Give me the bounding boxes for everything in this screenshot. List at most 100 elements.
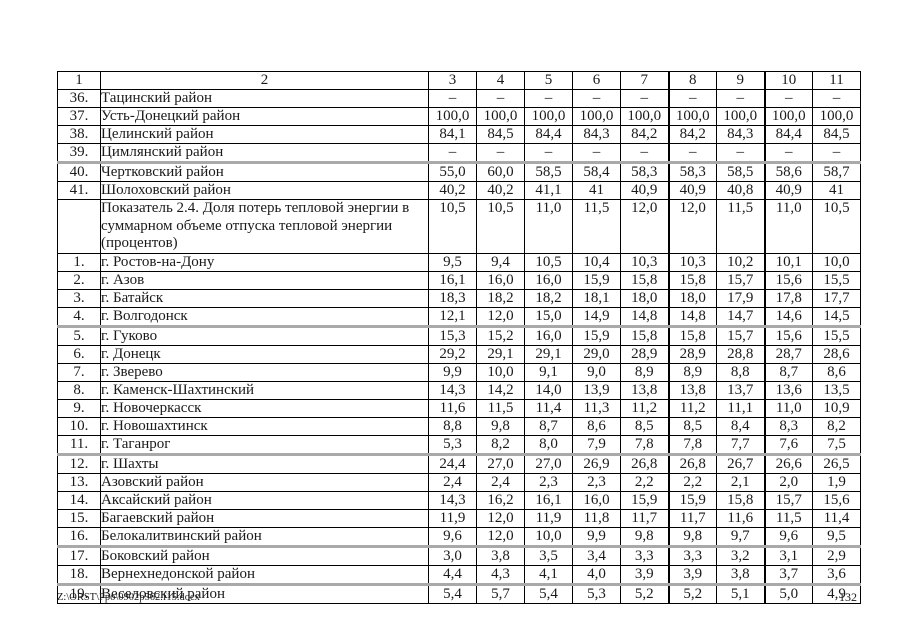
value-cell: 58,7 — [812, 161, 861, 182]
value-cell: 3,9 — [667, 565, 717, 585]
column-header-cell: 10 — [763, 71, 813, 90]
value-cell: 11,2 — [667, 399, 717, 418]
row-name-cell: Азовский район — [100, 473, 429, 492]
value-cell: 10,5 — [428, 199, 477, 254]
row-name-cell: Цимлянский район — [100, 143, 429, 163]
table-header-row: 1 2 3 4 5 6 7 8 9 10 11 — [57, 71, 861, 90]
value-cell: 11,4 — [812, 509, 861, 528]
value-cell: 9,8 — [476, 417, 525, 436]
value-cell: 84,5 — [812, 125, 861, 144]
page-number: 132 — [839, 590, 857, 604]
value-cell: 5,2 — [667, 583, 717, 604]
value-cell: 29,2 — [428, 345, 477, 364]
value-cell: 4,0 — [572, 565, 621, 585]
table-row: 7. г. Зверево 9,9 10,0 9,1 9,0 8,9 8,9 8,8 8,7 8,6 — [57, 363, 861, 382]
row-name-cell: Белокалитвинский район — [100, 527, 429, 547]
table-row: 9. г. Новочеркасск 11,6 11,5 11,4 11,3 11,2 11,… — [57, 399, 861, 418]
value-cell: 15,8 — [667, 271, 717, 290]
value-cell: 13,8 — [620, 381, 669, 400]
table-row: 16. Белокалитвинский район 9,6 12,0 10,0 9,9 9… — [57, 527, 861, 547]
value-cell: 26,9 — [572, 453, 621, 474]
row-number-cell: 18. — [57, 565, 101, 585]
value-cell: 14,2 — [476, 381, 525, 400]
value-cell: 5,1 — [716, 583, 765, 604]
row-name-cell: Показатель 2.4. Доля потерь тепловой эне… — [100, 199, 429, 254]
value-cell: 18,2 — [524, 289, 573, 308]
value-cell: 28,7 — [763, 345, 813, 364]
value-cell: – — [428, 143, 477, 163]
value-cell: 84,4 — [763, 125, 813, 144]
value-cell: 8,8 — [716, 363, 765, 382]
row-number-cell: 14. — [57, 491, 101, 510]
table-row: 12. г. Шахты 24,4 27,0 27,0 26,9 26,8 26,8 26,7 2… — [57, 453, 861, 474]
value-cell: 10,4 — [572, 253, 621, 272]
value-cell: 16,2 — [476, 491, 525, 510]
value-cell: 15,8 — [667, 325, 717, 346]
row-number-cell: 4. — [57, 307, 101, 327]
value-cell: 9,5 — [812, 527, 861, 547]
row-name-cell: г. Донецк — [100, 345, 429, 364]
value-cell: 11,6 — [716, 509, 765, 528]
value-cell: – — [572, 143, 621, 163]
value-cell: 55,0 — [428, 161, 477, 182]
table-row: 37. Усть-Донецкий район 100,0 100,0 100,0 100… — [57, 107, 861, 126]
value-cell: 100,0 — [572, 107, 621, 126]
value-cell: 16,0 — [572, 491, 621, 510]
value-cell: 84,1 — [428, 125, 477, 144]
value-cell: 7,8 — [620, 435, 669, 455]
table-row: 18. Вернехнедонской район 4,4 4,3 4,1 4,0 3,9 3… — [57, 565, 861, 585]
row-number-cell: 40. — [57, 161, 101, 182]
value-cell: 8,8 — [428, 417, 477, 436]
value-cell: 7,9 — [572, 435, 621, 455]
column-header-cell: 9 — [716, 71, 765, 90]
column-header-cell: 2 — [100, 71, 429, 90]
row-name-cell: Чертковский район — [100, 161, 429, 182]
value-cell: 15,5 — [812, 325, 861, 346]
value-cell: 27,0 — [524, 453, 573, 474]
row-name-cell: Аксайский район — [100, 491, 429, 510]
table-row: Показатель 2.4. Доля потерь тепловой эне… — [57, 199, 861, 254]
row-number-cell — [57, 199, 101, 254]
value-cell: 14,6 — [763, 307, 813, 327]
value-cell: 2,3 — [572, 473, 621, 492]
table-row: 11. г. Таганрог 5,3 8,2 8,0 7,9 7,8 7,8 7,7 7,6 7,… — [57, 435, 861, 455]
value-cell: 11,5 — [476, 399, 525, 418]
value-cell: 2,2 — [667, 473, 717, 492]
value-cell: 24,4 — [428, 453, 477, 474]
value-cell: 11,5 — [716, 199, 765, 254]
table-row: 39. Цимлянский район – – – – – – – – – — [57, 143, 861, 163]
row-number-cell: 2. — [57, 271, 101, 290]
value-cell: 2,4 — [428, 473, 477, 492]
value-cell: 11,0 — [763, 199, 813, 254]
value-cell: 11,0 — [524, 199, 573, 254]
value-cell: 11,5 — [763, 509, 813, 528]
value-cell: 84,3 — [716, 125, 765, 144]
value-cell: 28,6 — [812, 345, 861, 364]
value-cell: 7,5 — [812, 435, 861, 455]
value-cell: 15,6 — [812, 491, 861, 510]
row-number-cell: 37. — [57, 107, 101, 126]
row-name-cell: г. Новочеркасск — [100, 399, 429, 418]
value-cell: – — [572, 89, 621, 108]
value-cell: – — [428, 89, 477, 108]
footer-file-path: Z:\ORST\Ppo\0902p562.f15.docx — [57, 592, 200, 603]
value-cell: 8,0 — [524, 435, 573, 455]
row-number-cell: 10. — [57, 417, 101, 436]
value-cell: 4,9 — [812, 583, 861, 604]
value-cell: 4,1 — [524, 565, 573, 585]
value-cell: 100,0 — [524, 107, 573, 126]
value-cell: 11,8 — [572, 509, 621, 528]
value-cell: 11,9 — [524, 509, 573, 528]
row-number-cell: 8. — [57, 381, 101, 400]
value-cell: 16,1 — [428, 271, 477, 290]
table-row: 8. г. Каменск-Шахтинский 14,3 14,2 14,0 13,9 1… — [57, 381, 861, 400]
value-cell: 15,3 — [428, 325, 477, 346]
value-cell: 10,3 — [667, 253, 717, 272]
value-cell: 14,9 — [572, 307, 621, 327]
document-table: 1 2 3 4 5 6 7 8 9 10 11 36. Тацинский район – – – – – – – – –… — [57, 71, 861, 604]
value-cell: 5,0 — [763, 583, 813, 604]
row-name-cell: Усть-Донецкий район — [100, 107, 429, 126]
value-cell: 14,3 — [428, 491, 477, 510]
value-cell: 3,1 — [763, 545, 813, 566]
value-cell: 8,2 — [476, 435, 525, 455]
